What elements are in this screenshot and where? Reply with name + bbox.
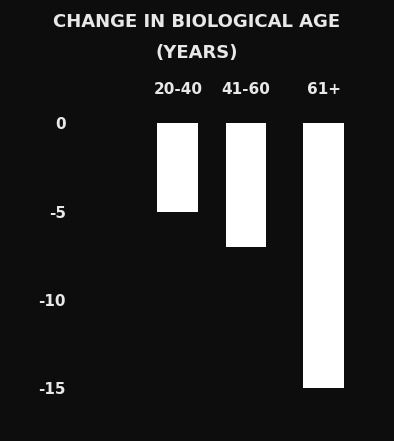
FancyBboxPatch shape	[303, 123, 344, 388]
Text: CHANGE IN BIOLOGICAL AGE: CHANGE IN BIOLOGICAL AGE	[54, 13, 340, 31]
FancyBboxPatch shape	[158, 123, 198, 212]
Text: 61+: 61+	[307, 82, 341, 97]
Text: 20-40: 20-40	[153, 82, 203, 97]
Text: (YEARS): (YEARS)	[156, 44, 238, 62]
Text: 41-60: 41-60	[221, 82, 270, 97]
FancyBboxPatch shape	[226, 123, 266, 247]
